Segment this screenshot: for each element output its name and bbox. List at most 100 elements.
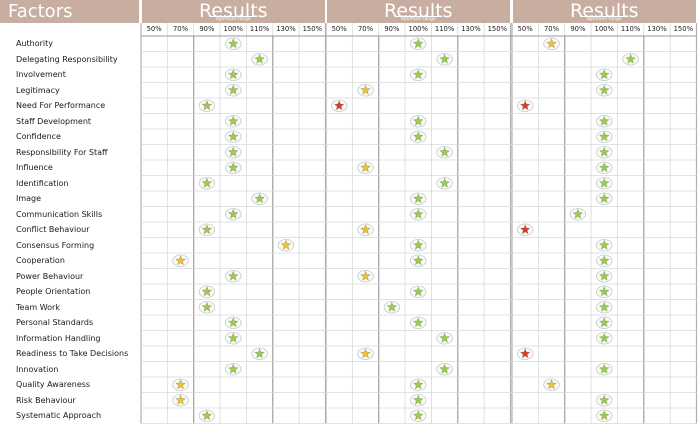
rating-marker-green	[410, 192, 427, 205]
rating-marker-yellow	[357, 84, 374, 97]
rating-marker-green	[410, 378, 427, 391]
factor-label: Involvement	[16, 70, 66, 79]
factor-label: Conflict Behaviour	[16, 225, 90, 234]
optimum-range-label: optimum range	[394, 16, 442, 23]
rating-marker-green	[410, 254, 427, 267]
results-panel-header-3: Results optimum range	[513, 0, 696, 23]
factor-label: Image	[16, 194, 42, 203]
scale-label: 70%	[357, 25, 374, 33]
rating-marker-green	[436, 363, 453, 376]
rating-marker-red	[331, 99, 348, 112]
factor-label: Consensus Forming	[16, 240, 95, 250]
rating-marker-green	[596, 409, 613, 422]
scale-label: 90%	[570, 25, 586, 33]
rating-marker-green	[410, 130, 427, 143]
scale-label: 70%	[543, 25, 560, 33]
rating-marker-green	[436, 177, 453, 190]
rating-marker-green	[596, 285, 613, 298]
factor-label: Need For Performance	[16, 101, 106, 110]
scale-label: 100%	[408, 25, 428, 33]
rating-marker-yellow	[357, 223, 374, 236]
rating-marker-green	[596, 254, 613, 267]
factor-label: Authority	[16, 39, 54, 48]
factor-label: Influence	[16, 163, 53, 172]
rating-marker-green	[596, 270, 613, 283]
rating-marker-red	[517, 347, 534, 360]
rating-marker-green	[225, 161, 242, 174]
scale-label: 150%	[673, 25, 694, 33]
rating-marker-green	[198, 99, 216, 112]
scale-label: 110%	[249, 25, 270, 33]
results-panel-header-2: Results optimum range	[327, 0, 510, 23]
factor-label: Systematic Approach	[16, 411, 102, 420]
factor-label: Team Work	[16, 302, 60, 312]
rating-marker-red	[517, 223, 534, 236]
rating-marker-green	[622, 53, 639, 66]
rating-marker-green	[596, 394, 613, 407]
scale-label: 90%	[199, 25, 215, 33]
rating-marker-green	[251, 347, 268, 360]
rating-marker-green	[410, 409, 427, 422]
rating-marker-green	[436, 53, 453, 66]
scale-label: 50%	[331, 25, 347, 33]
factor-label: Communication Skills	[16, 209, 103, 219]
rating-marker-green	[198, 301, 216, 314]
rating-marker-green	[225, 363, 242, 376]
rating-marker-green	[410, 316, 427, 329]
rating-marker-green	[410, 394, 427, 407]
factor-label: Delegating Responsibility	[16, 54, 118, 64]
factor-label: Readiness to Take Decisions	[16, 349, 129, 358]
rating-marker-green	[198, 409, 216, 422]
rating-marker-green	[225, 84, 242, 97]
rating-marker-green	[596, 177, 613, 190]
rating-marker-green	[383, 301, 401, 314]
factor-label: People Orientation	[16, 287, 91, 296]
factors-header: Factors	[0, 0, 139, 23]
factor-label: Confidence	[16, 132, 61, 141]
rating-marker-green	[198, 285, 216, 298]
rating-marker-green	[596, 363, 613, 376]
rating-marker-green	[596, 316, 613, 329]
factor-label: Responsibility For Staff	[16, 147, 108, 157]
rating-marker-green	[410, 239, 427, 252]
rating-marker-green	[596, 192, 613, 205]
scale-label: 100%	[594, 25, 614, 33]
scale-label: 70%	[172, 25, 189, 33]
factor-label: Information Handling	[16, 333, 101, 343]
rating-marker-yellow	[357, 161, 374, 174]
rating-marker-green	[596, 239, 613, 252]
factor-label: Identification	[16, 178, 69, 188]
factor-label: Risk Behaviour	[16, 395, 76, 405]
scale-label: 130%	[461, 25, 481, 33]
rating-marker-green	[436, 332, 453, 345]
scale-label: 110%	[434, 25, 455, 33]
rating-marker-green	[251, 192, 268, 205]
rating-marker-yellow	[172, 378, 189, 391]
scale-label: 90%	[384, 25, 400, 33]
factor-label: Personal Standards	[16, 318, 94, 327]
scale-label: 110%	[620, 25, 641, 33]
rating-marker-green	[596, 301, 613, 314]
rating-marker-green	[225, 270, 242, 283]
rating-marker-green	[225, 332, 242, 345]
rating-marker-yellow	[543, 37, 560, 50]
optimum-range-label: optimum range	[580, 16, 628, 23]
rating-marker-yellow	[357, 270, 374, 283]
scale-label: 150%	[487, 25, 508, 33]
rating-marker-green	[596, 146, 613, 159]
rating-marker-yellow	[543, 378, 560, 391]
factor-label: Cooperation	[16, 256, 65, 265]
rating-marker-green	[410, 285, 427, 298]
rating-marker-green	[198, 177, 216, 190]
rating-marker-green	[225, 68, 242, 81]
rating-marker-yellow	[172, 254, 189, 267]
rating-marker-green	[436, 146, 453, 159]
rating-marker-green	[569, 208, 587, 221]
results-panel-header-1: Results optimum range	[142, 0, 325, 23]
rating-marker-green	[596, 161, 613, 174]
factor-label: Innovation	[16, 364, 59, 374]
rating-marker-green	[225, 146, 242, 159]
factors-title: Factors	[8, 1, 73, 22]
optimum-range-label: optimum range	[209, 16, 257, 23]
